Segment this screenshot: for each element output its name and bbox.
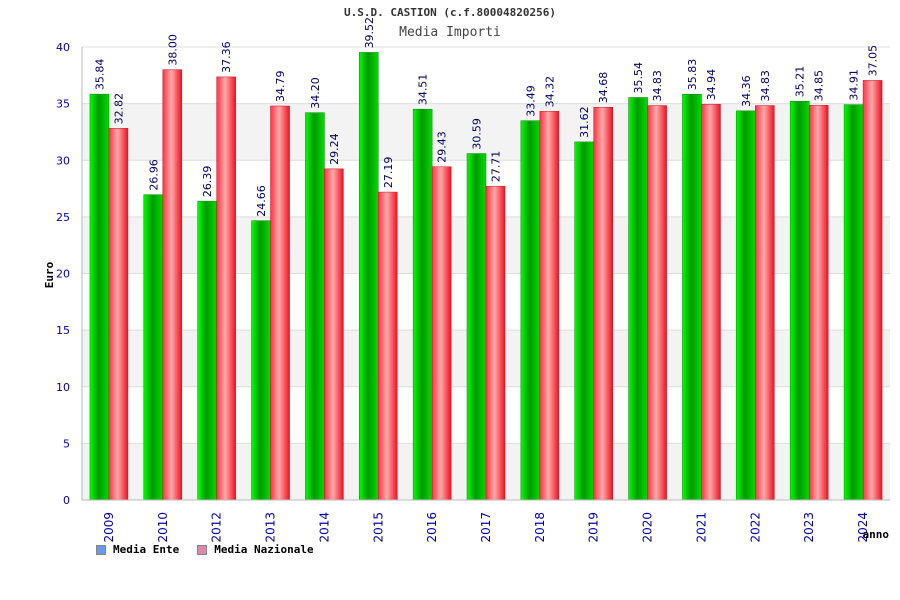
x-tick-label: 2013 [264, 512, 278, 543]
data-label: 27.71 [490, 151, 503, 183]
bar [593, 106, 613, 501]
y-tick-label: 30 [56, 154, 70, 167]
bar [755, 105, 775, 501]
bar [736, 110, 756, 501]
bar [197, 200, 217, 501]
bar [485, 185, 506, 501]
x-tick-label: 2021 [694, 512, 708, 543]
x-tick-label: 2010 [156, 512, 170, 543]
data-label: 34.20 [309, 77, 322, 109]
bar [574, 141, 594, 501]
data-label: 24.66 [255, 185, 268, 217]
legend-item-nazionale: Media Nazionale [197, 543, 314, 556]
x-tick-label: 2020 [641, 512, 655, 543]
bar [251, 220, 271, 501]
bar [270, 105, 290, 501]
data-label: 35.21 [794, 66, 807, 98]
data-label: 34.83 [759, 70, 772, 102]
data-label: 30.59 [471, 118, 484, 150]
bar [789, 100, 810, 501]
data-label: 34.94 [705, 69, 718, 101]
data-label: 35.83 [686, 59, 699, 91]
bar [108, 128, 129, 501]
data-label: 26.96 [147, 159, 160, 191]
y-tick-label: 40 [56, 41, 70, 54]
data-label: 38.00 [166, 34, 179, 66]
bar [378, 191, 398, 501]
data-label: 37.05 [867, 45, 880, 77]
data-label: 39.52 [363, 17, 376, 49]
x-tick-label: 2016 [425, 512, 439, 543]
data-label: 34.32 [543, 76, 556, 108]
y-tick-label: 15 [56, 324, 70, 337]
bar [647, 105, 667, 501]
data-label: 34.85 [813, 70, 826, 102]
bar [539, 111, 560, 501]
data-label: 37.36 [220, 41, 233, 73]
x-tick-label: 2015 [371, 512, 385, 543]
bar [808, 105, 829, 501]
y-axis-label: Euro [43, 261, 56, 288]
data-label: 31.62 [578, 106, 591, 138]
y-tick-label: 0 [63, 494, 70, 507]
bar [520, 120, 541, 501]
data-label: 35.84 [93, 59, 106, 91]
bar [862, 80, 883, 501]
legend-swatch [197, 544, 208, 555]
x-tick-label: 2017 [479, 512, 493, 543]
data-label: 34.79 [274, 71, 287, 103]
chart-subtitle: Media Importi [399, 25, 501, 40]
bar [89, 93, 110, 501]
x-tick-label: 2012 [210, 512, 224, 543]
data-label: 34.83 [651, 70, 664, 102]
chart-title: U.S.D. CASTION (c.f.80004820256) [344, 6, 556, 19]
data-label: 29.43 [436, 131, 449, 163]
x-tick-label: 2014 [317, 512, 331, 543]
data-label: 34.51 [417, 74, 430, 106]
legend-label: Media Ente [113, 543, 180, 556]
data-label: 27.19 [382, 157, 395, 189]
data-label: 34.68 [597, 72, 610, 104]
x-tick-label: 2009 [102, 512, 116, 543]
x-axis-label: anno [863, 528, 890, 541]
legend-swatch [96, 544, 106, 555]
bar [466, 153, 487, 501]
legend-item-ente: Media Ente [96, 543, 179, 556]
bar [682, 93, 702, 501]
bar [701, 104, 721, 501]
y-tick-label: 35 [56, 98, 70, 111]
y-tick-label: 10 [56, 381, 70, 394]
data-label: 32.82 [112, 93, 125, 125]
bar [843, 104, 864, 501]
x-tick-label: 2018 [533, 512, 547, 543]
data-label: 35.54 [632, 62, 645, 94]
bar [359, 52, 379, 501]
bar [628, 97, 648, 501]
bar [216, 76, 236, 501]
bar [431, 166, 452, 501]
bar [324, 168, 344, 501]
bar [305, 112, 325, 501]
x-tick-label: 2023 [802, 512, 816, 543]
x-tick-label: 2019 [587, 512, 601, 543]
data-label: 26.39 [201, 166, 214, 198]
bar [162, 69, 183, 501]
data-label: 34.36 [740, 75, 753, 107]
data-label: 33.49 [524, 85, 537, 117]
data-label: 34.91 [848, 69, 861, 101]
y-tick-label: 20 [56, 268, 70, 281]
x-tick-label: 2022 [748, 512, 762, 543]
bar [412, 108, 433, 501]
data-label: 29.24 [328, 133, 341, 165]
bar [143, 194, 164, 501]
legend: Media Ente Media Nazionale [96, 543, 314, 556]
y-tick-label: 5 [63, 437, 70, 450]
legend-label: Media Nazionale [214, 543, 314, 556]
y-tick-label: 25 [56, 211, 70, 224]
x-tick-label: 2024 [856, 512, 870, 543]
